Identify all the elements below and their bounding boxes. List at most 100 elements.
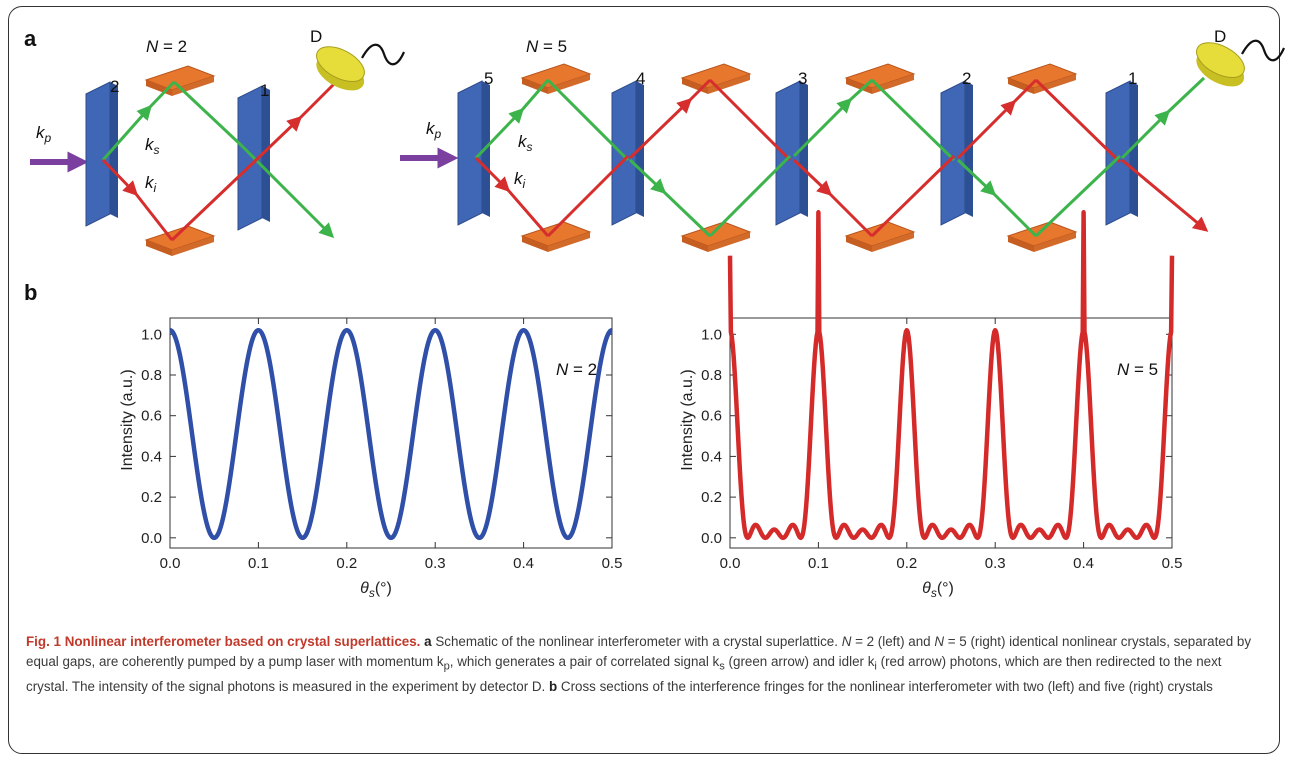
chart-left-frame	[169, 317, 613, 549]
right-signal-seg-2a	[662, 190, 712, 238]
right-signal-label: ks	[518, 132, 533, 154]
left-crystal-label-1: 1	[260, 81, 269, 100]
right-pump-k: k	[426, 119, 436, 138]
right-mirror-top-1-edge	[522, 78, 548, 94]
left-detector-label: D	[310, 27, 322, 46]
caption-sub-s: s	[719, 660, 725, 673]
left-idler-out-arrow	[252, 115, 303, 164]
right-mirror-bottom-1-edge2	[548, 232, 590, 252]
chart-left-xtick-label-0: 0.0	[160, 555, 181, 572]
right-crystal-label-1: 1	[1128, 69, 1137, 88]
chart-right-ytick-label-5: 1.0	[701, 326, 722, 343]
right-mirror-top-3-edge	[846, 78, 872, 94]
right-idler-k: k	[514, 169, 524, 188]
left-idler-k: k	[145, 173, 155, 192]
left-signal-beam-b	[172, 80, 244, 148]
chart-left-xtick-label-5: 0.5	[602, 555, 623, 572]
chart-left-ytick-label-2: 0.4	[141, 448, 162, 465]
left-signal-k: k	[145, 135, 155, 154]
chart-right-xtick-label-5: 0.5	[1162, 555, 1183, 572]
caption-sub-p: p	[443, 660, 450, 673]
chart-left-xlabel-unit: (°)	[375, 580, 392, 597]
left-pump-sub: p	[44, 131, 52, 145]
chart-right-xlabel-symbol: θ	[922, 580, 931, 597]
right-crystal-label-4: 4	[636, 69, 645, 88]
left-signal-sub: s	[154, 143, 160, 157]
right-idler-arrow-2	[628, 97, 693, 160]
left-idler-sub: i	[154, 181, 157, 195]
right-mirror-bottom-2-edge2	[708, 232, 750, 252]
right-signal-arrow-2	[628, 158, 667, 195]
chart-right-annotation: N = 5	[1117, 360, 1158, 379]
right-mirror-bottom-1-edge	[522, 236, 548, 252]
chart-left-ytick-label-4: 0.8	[141, 367, 162, 384]
right-detector-cable	[1241, 39, 1286, 62]
left-signal-beam-a	[148, 80, 176, 109]
chart-left-xlabel: θs(°)	[360, 580, 392, 600]
chart-left-series-0	[168, 327, 614, 541]
right-idler-arrow-4	[956, 99, 1017, 160]
right-idler-seg-1a	[506, 189, 550, 237]
right-idler-seg-2b	[708, 78, 792, 162]
right-mirror-bottom-3-edge	[846, 236, 872, 252]
right-idler-seg-4b	[1034, 78, 1122, 164]
right-signal-seg-4b	[1034, 154, 1122, 238]
right-mirror-bottom-4-edge	[1008, 236, 1034, 252]
chart-left-xlabel-sub: s	[369, 586, 375, 600]
right-pump-sub: p	[434, 127, 442, 141]
right-idler-sub: i	[523, 177, 526, 191]
right-signal-seg-1a	[520, 79, 550, 111]
left-idler-beam-b	[170, 160, 256, 242]
left-detector-cable	[361, 43, 406, 66]
right-idler-label: ki	[514, 169, 526, 191]
right-title-val: = 5	[538, 37, 567, 56]
chart-left-annotation-val: = 2	[568, 360, 597, 379]
chart-right-xtick-label-0: 0.0	[720, 555, 741, 572]
left-idler-beam-a	[134, 193, 174, 241]
right-signal-out-arrow	[1120, 109, 1171, 160]
right-signal-seg-2b	[708, 154, 792, 238]
right-crystal-1-side	[1130, 81, 1138, 217]
chart-left-ytick-label-1: 0.2	[141, 489, 162, 506]
chart-left-xtick-label-3: 0.3	[425, 555, 446, 572]
chart-right-ytick-label-4: 0.8	[701, 367, 722, 384]
chart-right-ytick-label-0: 0.0	[701, 530, 722, 547]
chart-left-xtick-label-2: 0.2	[336, 555, 357, 572]
chart-left-xtick-label-1: 0.1	[248, 555, 269, 572]
chart-left-ytick-label-3: 0.6	[141, 408, 162, 425]
left-setup-title: N = 2	[146, 37, 187, 56]
right-crystal-label-3: 3	[798, 69, 807, 88]
right-pump-label: kp	[426, 119, 442, 141]
left-idler-arrow	[101, 158, 139, 197]
right-crystal-4	[611, 80, 637, 226]
caption-label-b: b	[549, 678, 558, 694]
right-detector	[1196, 42, 1245, 78]
right-signal-arrow-4	[956, 158, 997, 197]
chart-left-annotation-var: N	[556, 360, 569, 379]
chart-left-xtick-label-4: 0.4	[513, 555, 534, 572]
right-signal-seg-3a	[848, 78, 874, 102]
left-mirror-bottom-edge2	[172, 236, 214, 256]
right-signal-arrow-1	[474, 107, 525, 160]
left-signal-label: ks	[145, 135, 160, 157]
chart-right-ytick-label-1: 0.2	[701, 489, 722, 506]
chart-right-xtick-label-4: 0.4	[1073, 555, 1094, 572]
caption-text-a4: , which generates a pair of correlated s…	[449, 654, 720, 669]
chart-left-annotation: N = 2	[556, 360, 597, 379]
right-idler-arrow-1	[474, 156, 511, 193]
chart-right-xtick-label-1: 0.1	[808, 555, 829, 572]
chart-right-series-0	[727, 210, 1175, 541]
right-title-var: N	[526, 37, 539, 56]
caption-label-a: a	[424, 634, 432, 649]
chart-right-n5: 0.0 0.1 0.2 0.3 0.4 0.5 0.0 0.2 0.4 0.6 0.8 1.0	[701, 210, 1183, 572]
panel-b-label: b	[24, 280, 37, 305]
panel-a-label: a	[24, 26, 37, 51]
chart-right-annotation-var: N	[1117, 360, 1130, 379]
right-signal-sub: s	[527, 140, 533, 154]
right-idler-seg-2a	[688, 78, 712, 102]
chart-left-n2: 0.0 0.1 0.2 0.3 0.4 0.5 0.0 0.2 0.4 0.6 0.8 1.0	[141, 317, 623, 572]
caption-n-var-2: N	[934, 634, 945, 649]
schematic-panel-a	[30, 39, 1286, 256]
caption-text-a6: (red arrow) photons, which are then redi…	[26, 654, 1222, 694]
chart-left-ytick-label-5: 1.0	[141, 326, 162, 343]
